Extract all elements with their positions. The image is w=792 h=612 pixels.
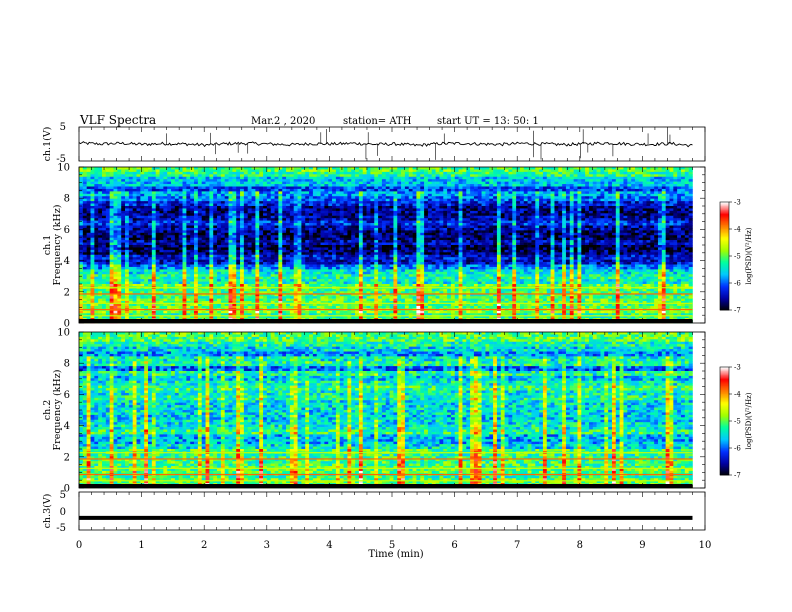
- ch3-ytick-bottom: -5: [56, 523, 66, 534]
- colorbar-tick-label: -5: [734, 253, 741, 261]
- colorbar-label: log(PSD)(V²/Hz): [745, 227, 753, 284]
- ch3-ylabel: ch.3(V): [42, 494, 53, 529]
- ch2-colorbar: -3 -4 -5 -6 -7 log(PSD)(V²/Hz): [719, 364, 753, 480]
- ch1-ytick-bottom: -5: [56, 154, 66, 165]
- time-tick-label: 10: [699, 540, 712, 551]
- ch1-spectrogram-channel-label: ch.1: [42, 235, 53, 256]
- frequency-tick-label: 8: [64, 194, 70, 205]
- frequency-tick-label: 6: [64, 390, 70, 401]
- colorbar-tick-label: -4: [734, 226, 741, 234]
- ch3-ytick-top: 5: [60, 490, 66, 501]
- ch1-colorbar: -3 -4 -5 -6 -7 log(PSD)(V²/Hz): [719, 199, 753, 315]
- ch2-frequency-label: Frequency (kHz): [52, 370, 63, 451]
- ch1-spikes: [166, 128, 671, 160]
- colorbar-tick-label: -6: [734, 445, 741, 453]
- colorbar-tick-label: -5: [734, 418, 741, 426]
- frequency-tick-label: 10: [57, 163, 70, 174]
- time-tick-label: 3: [264, 540, 270, 551]
- time-tick-label: 1: [138, 540, 144, 551]
- ch1-frequency-ticks: 0 2 4 6 8 10: [57, 163, 705, 330]
- station-label: station= ATH: [343, 116, 412, 127]
- time-tick-label: 0: [76, 540, 82, 551]
- colorbar-tick-label: -6: [734, 280, 741, 288]
- frequency-tick-label: 4: [64, 421, 70, 432]
- date-label: Mar.2 , 2020: [251, 116, 315, 127]
- frequency-tick-label: 2: [64, 452, 70, 463]
- ch1-ytick-top: 5: [60, 122, 66, 133]
- ch2-spectrogram-channel-label: ch.2: [42, 400, 53, 421]
- ch1-spectrogram-image: [79, 167, 693, 324]
- time-axis: 0 1 2 3 4 5 6 7 8 9 10: [76, 127, 712, 551]
- colorbar-tick-label: -7: [734, 472, 741, 480]
- time-tick-label: 7: [514, 540, 520, 551]
- start-time-label: start UT = 13: 50: 1: [437, 116, 539, 127]
- time-tick-label: 4: [326, 540, 332, 551]
- frequency-tick-label: 10: [57, 328, 70, 339]
- ch2-spectrogram-image: [79, 332, 693, 489]
- time-tick-label: 9: [639, 540, 645, 551]
- frequency-tick-label: 8: [64, 359, 70, 370]
- time-tick-label: 8: [577, 540, 583, 551]
- colorbar-tick-label: -7: [734, 307, 741, 315]
- ch2-frequency-ticks: 0 2 4 6 8 10: [57, 328, 705, 495]
- ch2-spectrogram-panel: 0 2 4 6 8 10 ch.2 Frequency (kHz): [42, 328, 706, 495]
- frequency-tick-label: 2: [64, 287, 70, 298]
- time-tick-label: 5: [389, 540, 395, 551]
- ch1-ylabel: ch.1(V): [42, 127, 53, 162]
- time-tick-label: 6: [451, 540, 457, 551]
- ch3-ytick-mid: 0: [60, 507, 66, 518]
- colorbar-label: log(PSD)(V²/Hz): [745, 392, 753, 449]
- ch1-trace: [78, 141, 693, 148]
- frequency-tick-label: 6: [64, 225, 70, 236]
- time-axis-label: Time (min): [368, 549, 423, 560]
- frequency-tick-label: 4: [64, 256, 70, 267]
- colorbar-tick-label: -3: [734, 364, 741, 372]
- colorbar-tick-label: -3: [734, 199, 741, 207]
- frequency-tick-label: 0: [64, 484, 70, 495]
- ch1-frequency-label: Frequency (kHz): [52, 205, 63, 286]
- colorbar-tick-label: -4: [734, 391, 741, 399]
- time-tick-label: 2: [201, 540, 207, 551]
- figure-title: VLF Spectra: [79, 113, 156, 127]
- ch1-spectrogram-panel: 0 2 4 6 8 10 ch.1 Frequency (kHz): [42, 163, 706, 330]
- frequency-tick-label: 0: [64, 319, 70, 330]
